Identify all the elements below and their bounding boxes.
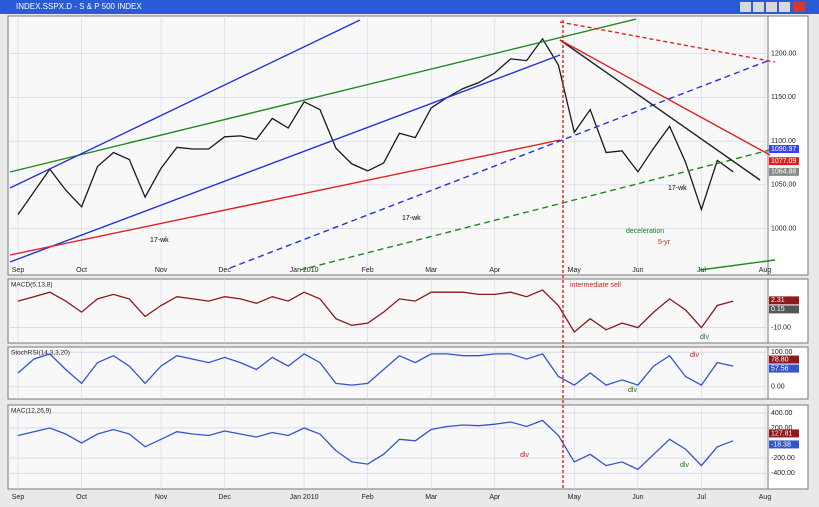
annotation: dlv (628, 387, 637, 394)
readout-box (769, 157, 799, 166)
y-tick-label: -200.00 (771, 455, 795, 462)
annotation: deceleration (626, 228, 664, 235)
readout-box (769, 355, 799, 364)
panel-title: MACD(5,13,8) (11, 282, 53, 289)
annotation: 17-wk (150, 237, 169, 244)
x-tick-label: Feb (362, 494, 374, 501)
trend-line (9, 139, 561, 256)
x-tick-label: Sep (12, 494, 25, 501)
series-line (17, 353, 734, 386)
x-tick-label: Jan 2010 (290, 267, 319, 274)
series-line (17, 419, 734, 471)
y-tick-label: 100.00 (771, 349, 793, 356)
window-title: INDEX.SSPX.D - S & P 500 INDEX (16, 2, 142, 11)
window-buttons[interactable] (740, 2, 805, 12)
x-tick-label: May (568, 494, 582, 501)
x-tick-label: Apr (489, 494, 501, 501)
y-tick-label: 400.00 (771, 410, 793, 417)
readout-label: 57.56 (771, 365, 789, 372)
y-tick-label: 1150.00 (771, 94, 796, 101)
annotation: 5-yr (658, 239, 671, 246)
x-tick-label: Aug (759, 494, 772, 501)
x-tick-label: Oct (76, 267, 87, 274)
y-tick-label: 1100.00 (771, 138, 796, 145)
trend-line (229, 59, 771, 269)
annotation: dlv (520, 452, 529, 459)
x-tick-label: Jun (632, 494, 643, 501)
close-button[interactable] (793, 2, 805, 12)
x-tick-label: Nov (155, 267, 168, 274)
x-tick-label: Sep (12, 267, 25, 274)
x-tick-label: Jul (697, 494, 706, 501)
readout-label: 78.80 (771, 356, 789, 363)
y-tick-label: -10.00 (771, 324, 791, 331)
x-tick-label: Aug (759, 267, 772, 274)
x-tick-label: Dec (218, 494, 231, 501)
trend-line (699, 259, 776, 271)
panel (7, 15, 769, 276)
readout-label: -18.38 (771, 441, 791, 448)
annotation: intermediate sell (570, 282, 621, 289)
readout-label: 127.81 (771, 430, 793, 437)
readout-box (769, 364, 799, 373)
y-tick-label: 200.00 (771, 425, 793, 432)
button[interactable] (753, 2, 764, 12)
readout-label: 1090.97 (771, 146, 796, 153)
button[interactable] (766, 2, 777, 12)
annotation: dlv (700, 334, 709, 341)
panel-title: MAC(12,26,9) (11, 408, 51, 415)
y-tick-label: 1050.00 (771, 182, 796, 189)
readout-label: 1077.09 (771, 158, 796, 165)
readout-box (769, 296, 799, 305)
x-tick-label: Jun (632, 267, 643, 274)
x-tick-label: Mar (425, 494, 438, 501)
annotation: 17-wk (402, 215, 421, 222)
y-tick-label: -400.00 (771, 470, 795, 477)
readout-label: 1064.88 (771, 169, 796, 176)
annotation: dlv (690, 352, 699, 359)
series-line (17, 37, 734, 215)
readout-box (769, 167, 799, 176)
trend-line (9, 19, 361, 189)
button[interactable] (779, 2, 790, 12)
y-tick-label: 1000.00 (771, 225, 796, 232)
x-tick-label: Feb (362, 267, 374, 274)
trend-line (559, 39, 761, 181)
button[interactable] (740, 2, 751, 12)
panel (7, 346, 769, 400)
x-tick-label: Oct (76, 494, 87, 501)
annotation: dlv (680, 462, 689, 469)
panel (7, 404, 769, 490)
x-tick-label: May (568, 267, 582, 274)
x-tick-label: Apr (489, 267, 501, 274)
y-tick-label: 0.00 (771, 384, 785, 391)
readout-label: 2.31 (771, 297, 785, 304)
x-tick-label: Dec (218, 267, 231, 274)
trend-line (559, 21, 776, 63)
trend-line (559, 39, 771, 156)
trend-line (299, 149, 771, 271)
trend-lines (9, 18, 776, 490)
readout-box (769, 440, 799, 449)
readout-box (769, 305, 799, 314)
x-tick-label: Mar (425, 267, 438, 274)
annotation: 17-wk (668, 185, 687, 192)
readout-box (769, 145, 799, 154)
panel (7, 278, 769, 344)
trend-line (9, 54, 561, 263)
panel-title: StochRSI(14,3,3,20) (11, 350, 70, 357)
readout-label: 0.15 (771, 306, 785, 313)
trend-line (9, 18, 637, 173)
readout-box (769, 429, 799, 438)
title-bar (0, 0, 819, 14)
x-tick-label: Jan 2010 (290, 494, 319, 501)
series-line (17, 289, 734, 333)
x-tick-label: Nov (155, 494, 168, 501)
y-tick-label: 1200.00 (771, 50, 796, 57)
